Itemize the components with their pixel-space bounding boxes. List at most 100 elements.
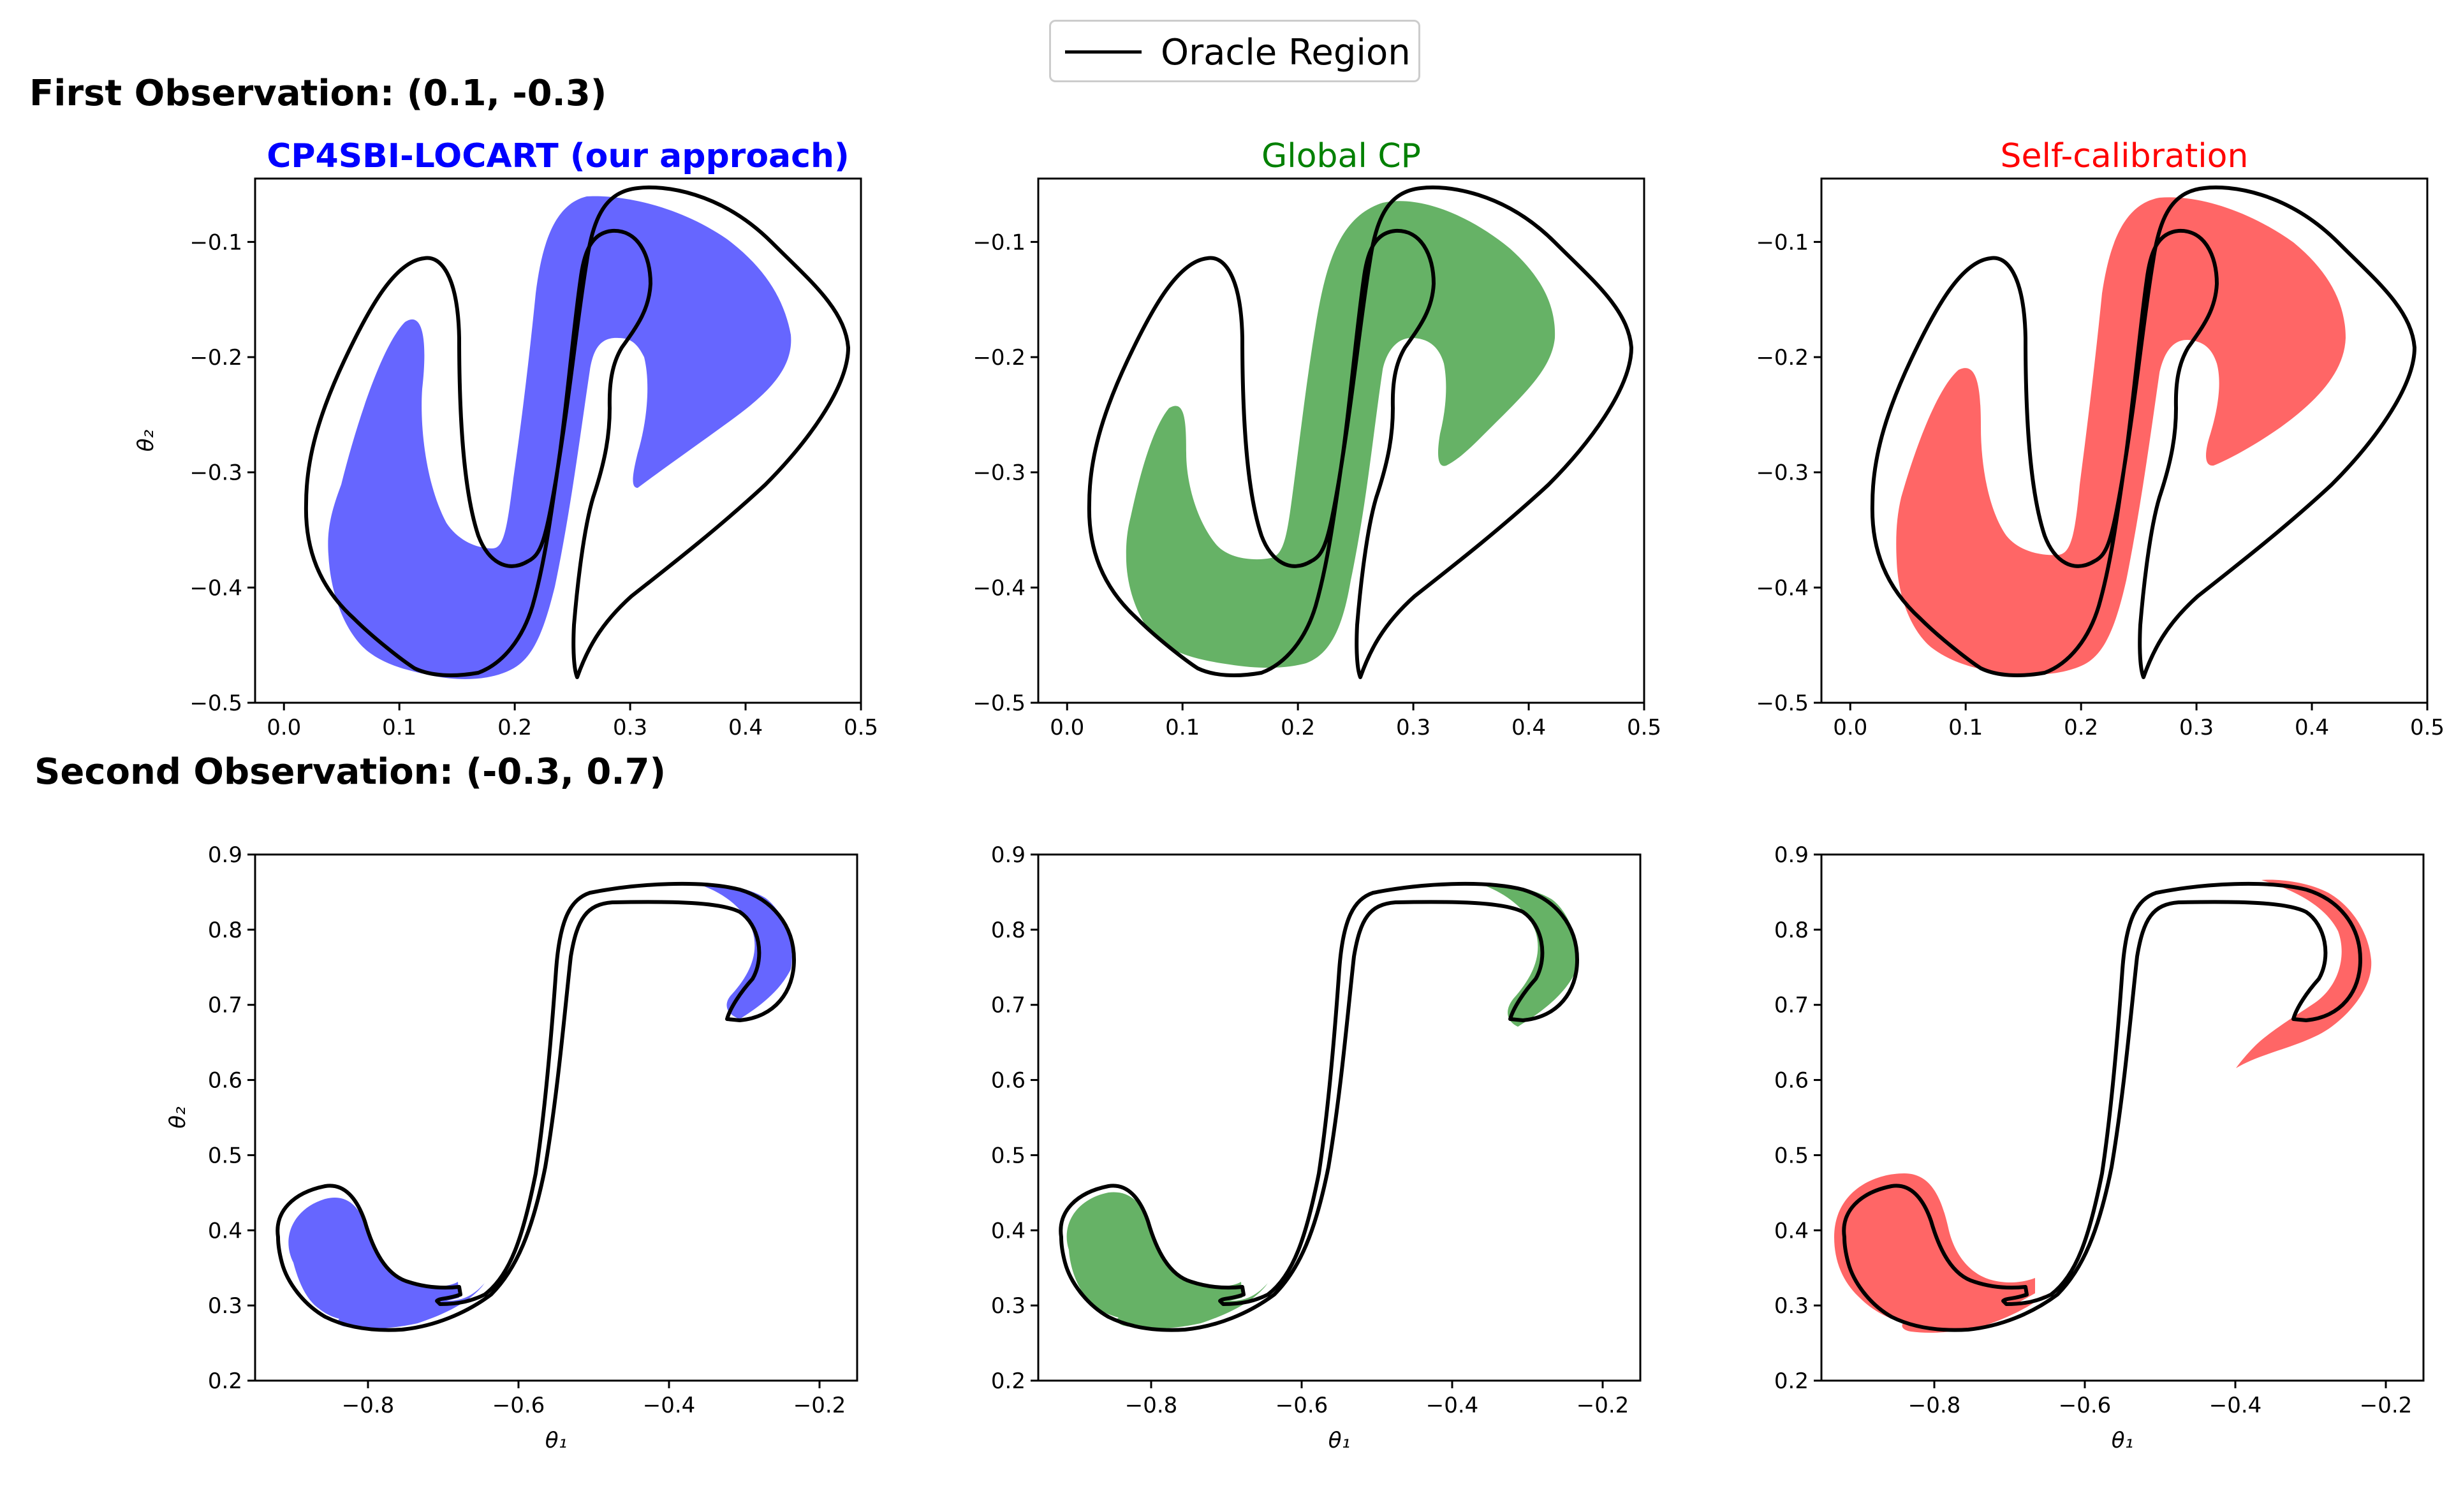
x-tick: 0.0 — [1833, 703, 1867, 740]
x-tick: −0.6 — [1276, 1381, 1328, 1418]
y-tick-label: 0.8 — [991, 918, 1026, 943]
x-tick: 0.4 — [728, 703, 763, 740]
x-tick: −0.8 — [1908, 1381, 1960, 1418]
x-tick: 0.5 — [844, 703, 878, 740]
y-tick-label: 0.6 — [1774, 1068, 1809, 1094]
x-tick-label: 0.4 — [2295, 715, 2329, 740]
y-tick: −0.4 — [973, 575, 1038, 601]
oracle-region-outline — [1870, 185, 2416, 679]
column-title: Self-calibration — [2001, 137, 2249, 175]
y-tick: 0.2 — [208, 1369, 255, 1394]
x-tick-label: −0.4 — [1426, 1393, 1479, 1418]
y-tick: −0.1 — [973, 230, 1038, 255]
x-tick: 0.0 — [267, 703, 301, 740]
y-tick: −0.4 — [189, 575, 255, 601]
x-tick: 0.3 — [1396, 703, 1430, 740]
legend-line-oracle — [1065, 50, 1142, 54]
y-tick: 0.5 — [208, 1143, 255, 1168]
x-tick-label: 0.0 — [1050, 715, 1084, 740]
x-tick-label: 0.3 — [613, 715, 647, 740]
y-tick-label: 0.4 — [991, 1218, 1026, 1244]
x-tick-label: 0.1 — [382, 715, 416, 740]
x-tick-label: 0.2 — [1281, 715, 1315, 740]
y-tick-label: 0.2 — [1774, 1369, 1809, 1394]
legend: Oracle Region — [1049, 20, 1420, 82]
y-tick-label: 0.4 — [1774, 1218, 1809, 1244]
y-tick: 0.2 — [991, 1369, 1038, 1394]
row-title-first: First Observation: (0.1, -0.3) — [29, 73, 607, 114]
y-tick-label: 0.9 — [1774, 842, 1809, 868]
y-tick: −0.5 — [1756, 691, 1821, 716]
y-tick: −0.5 — [189, 691, 255, 716]
y-tick-label: 0.8 — [208, 918, 242, 943]
x-tick: 0.1 — [1948, 703, 1983, 740]
y-tick: 0.9 — [1774, 842, 1821, 868]
x-tick-label: 0.5 — [2410, 715, 2445, 740]
conformal-region — [1066, 883, 1577, 1329]
x-tick: 0.0 — [1050, 703, 1084, 740]
y-tick-label: −0.2 — [1756, 345, 1809, 371]
plot-area: −0.8 −0.6 −0.4 −0.2 0.2 0.3 0.4 0.5 0.6 0.7 0.8 0.9… — [1774, 842, 2425, 1453]
x-tick: −0.8 — [1125, 1381, 1178, 1418]
x-tick: −0.6 — [492, 1381, 545, 1418]
x-tick-label: −0.8 — [1125, 1393, 1178, 1418]
x-tick: 0.2 — [1281, 703, 1315, 740]
y-tick: −0.5 — [973, 691, 1038, 716]
y-tick: 0.7 — [1774, 993, 1821, 1018]
y-tick-label: 0.9 — [991, 842, 1026, 868]
y-tick-label: 0.3 — [991, 1293, 1026, 1319]
y-tick-label: −0.2 — [973, 345, 1026, 371]
y-tick: 0.8 — [1774, 918, 1821, 943]
plot-area: −0.8 −0.6 −0.4 −0.2 0.2 0.3 0.4 0.5 0.6 0.7 0.8 0.9… — [991, 842, 1642, 1453]
conformal-region — [1126, 201, 1555, 668]
x-tick: −0.4 — [1426, 1381, 1479, 1418]
y-tick-label: −0.5 — [189, 691, 242, 716]
y-tick-label: 0.4 — [208, 1218, 242, 1244]
x-tick: 0.2 — [2064, 703, 2098, 740]
y-tick-label: 0.5 — [208, 1143, 242, 1168]
y-tick-label: −0.3 — [973, 460, 1026, 486]
y-tick: 0.5 — [1774, 1143, 1821, 1168]
y-tick: 0.4 — [1774, 1218, 1821, 1244]
x-tick: −0.6 — [2059, 1381, 2112, 1418]
y-tick: −0.1 — [1756, 230, 1821, 255]
oracle-region-outline — [1842, 881, 2362, 1332]
plot-area: 0.0 0.1 0.2 0.3 0.4 0.5 −0.5 −0.4 −0.3 −0.2 −0.1 CP… — [133, 137, 878, 740]
y-tick: 0.9 — [208, 842, 255, 868]
y-tick-label: 0.5 — [1774, 1143, 1809, 1168]
y-tick-label: 0.2 — [991, 1369, 1026, 1394]
column-title: CP4SBI-LOCART (our approach) — [267, 137, 849, 175]
x-tick: 0.4 — [1511, 703, 1546, 740]
column-title: Global CP — [1261, 137, 1421, 175]
y-tick-label: −0.5 — [973, 691, 1026, 716]
x-tick-label: −0.4 — [643, 1393, 696, 1418]
y-tick-label: 0.3 — [1774, 1293, 1809, 1319]
y-tick-label: 0.6 — [991, 1068, 1026, 1094]
x-tick-label: 0.5 — [1627, 715, 1661, 740]
y-tick: 0.3 — [991, 1293, 1038, 1319]
y-axis-label: θ₂ — [165, 1106, 191, 1129]
y-tick-label: 0.2 — [208, 1369, 242, 1394]
x-tick-label: −0.6 — [1276, 1393, 1328, 1418]
x-tick-label: −0.6 — [2059, 1393, 2112, 1418]
y-tick-label: −0.4 — [1756, 575, 1809, 601]
oracle-region-outline — [1059, 881, 1579, 1332]
y-tick-label: −0.3 — [189, 460, 242, 486]
y-tick-label: 0.7 — [991, 993, 1026, 1018]
y-tick: 0.5 — [991, 1143, 1038, 1168]
y-tick: 0.7 — [991, 993, 1038, 1018]
x-tick: −0.4 — [2209, 1381, 2261, 1418]
x-tick-label: −0.2 — [1577, 1393, 1629, 1418]
x-tick: 0.3 — [2179, 703, 2214, 740]
x-tick-label: 0.2 — [497, 715, 532, 740]
y-tick: −0.3 — [973, 460, 1038, 486]
plot-area: 0.0 0.1 0.2 0.3 0.4 0.5 −0.5 −0.4 −0.3 −0.2 −0.1 Se… — [1756, 137, 2445, 740]
x-tick-label: 0.0 — [1833, 715, 1867, 740]
x-tick-label: 0.3 — [1396, 715, 1430, 740]
x-tick: 0.2 — [497, 703, 532, 740]
y-tick: 0.9 — [991, 842, 1038, 868]
